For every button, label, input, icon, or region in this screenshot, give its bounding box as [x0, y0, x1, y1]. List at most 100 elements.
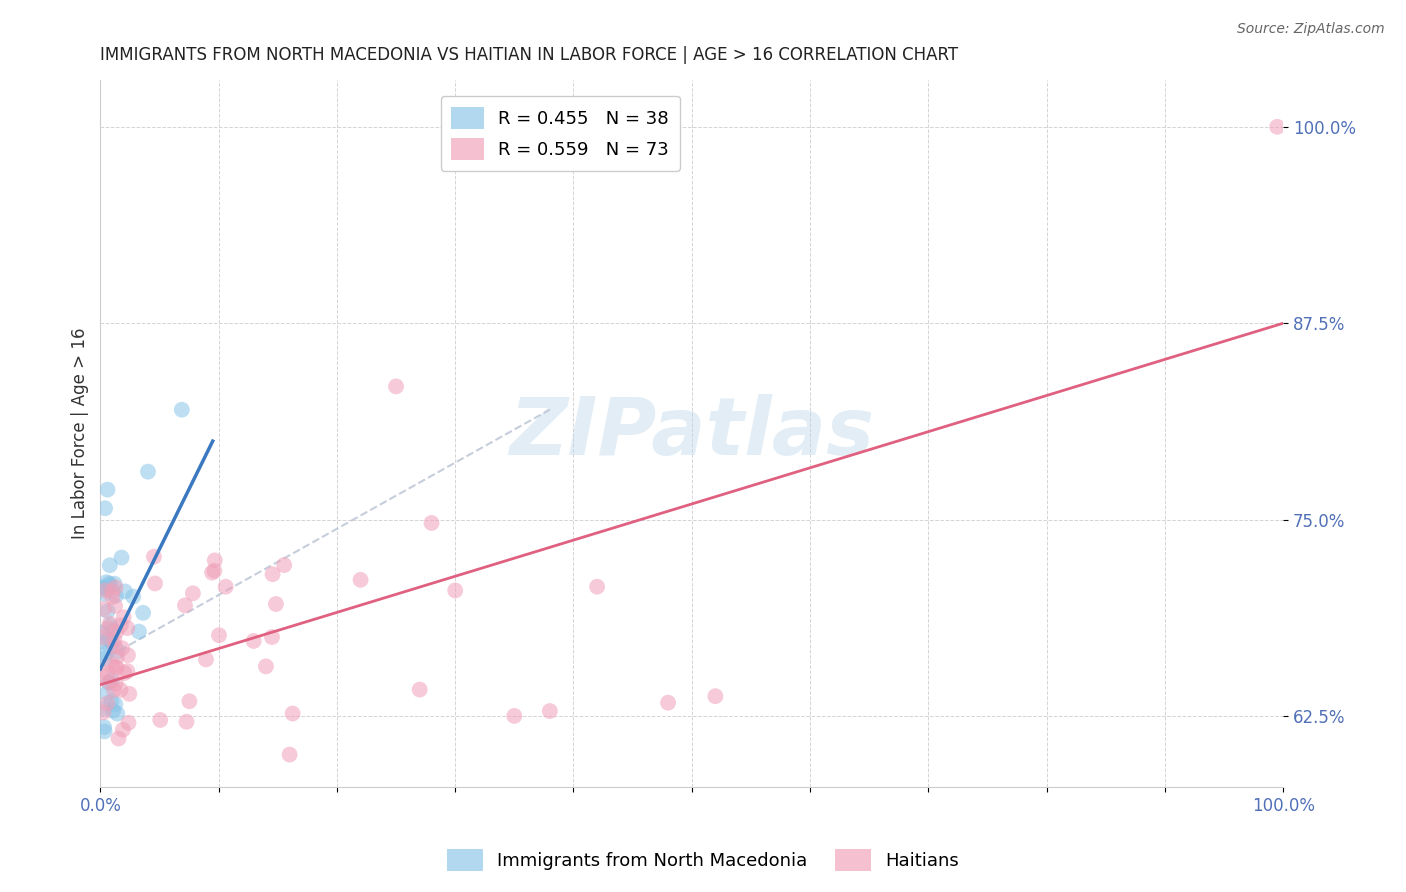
Point: [96, 575, 118, 590]
Point: [98, 578, 121, 592]
Point: [385, 379, 408, 393]
Point: [96, 646, 118, 660]
Point: [100, 673, 122, 688]
Point: [420, 516, 443, 530]
Legend: R = 0.455   N = 38, R = 0.559   N = 73: R = 0.455 N = 38, R = 0.559 N = 73: [440, 95, 681, 170]
Point: [93, 724, 115, 739]
Point: [136, 465, 159, 479]
Point: [538, 704, 561, 718]
Point: [260, 630, 283, 644]
Point: [254, 659, 277, 673]
Point: [93, 631, 115, 645]
Point: [91, 581, 114, 595]
Point: [117, 664, 139, 678]
Point: [94, 501, 117, 516]
Point: [262, 567, 284, 582]
Point: [107, 731, 129, 746]
Point: [128, 624, 150, 639]
Point: [105, 624, 128, 639]
Y-axis label: In Labor Force | Age > 16: In Labor Force | Age > 16: [72, 327, 89, 539]
Point: [201, 566, 224, 580]
Point: [107, 644, 129, 658]
Point: [94, 635, 117, 649]
Point: [110, 550, 132, 565]
Point: [96, 696, 118, 710]
Point: [264, 597, 287, 611]
Text: ZIPatlas: ZIPatlas: [509, 394, 875, 472]
Point: [94, 651, 117, 665]
Point: [143, 549, 166, 564]
Point: [503, 709, 526, 723]
Point: [118, 687, 141, 701]
Point: [273, 558, 295, 572]
Point: [104, 599, 127, 613]
Point: [103, 704, 125, 718]
Point: [98, 618, 121, 632]
Text: Source: ZipAtlas.com: Source: ZipAtlas.com: [1237, 22, 1385, 37]
Point: [349, 573, 371, 587]
Point: [97, 632, 120, 647]
Point: [202, 564, 225, 578]
Point: [104, 660, 127, 674]
Point: [112, 666, 135, 681]
Point: [104, 676, 127, 690]
Point: [104, 639, 127, 653]
Point: [132, 606, 155, 620]
Point: [112, 610, 135, 624]
Point: [94, 583, 117, 598]
Point: [181, 586, 204, 600]
Point: [105, 649, 128, 664]
Text: IMMIGRANTS FROM NORTH MACEDONIA VS HAITIAN IN LABOR FORCE | AGE > 16 CORRELATION: IMMIGRANTS FROM NORTH MACEDONIA VS HAITI…: [100, 46, 959, 64]
Point: [409, 682, 432, 697]
Point: [93, 706, 115, 720]
Point: [110, 618, 132, 632]
Point: [96, 483, 118, 497]
Point: [195, 652, 218, 666]
Point: [117, 648, 139, 663]
Point: [97, 675, 120, 690]
Point: [215, 580, 238, 594]
Point: [100, 635, 122, 649]
Point: [103, 576, 125, 591]
Point: [104, 581, 127, 595]
Point: [1265, 120, 1288, 134]
Point: [110, 682, 132, 697]
Point: [242, 634, 264, 648]
Point: [170, 402, 193, 417]
Point: [93, 701, 115, 715]
Point: [100, 694, 122, 708]
Point: [101, 584, 124, 599]
Point: [93, 587, 115, 601]
Point: [281, 706, 304, 721]
Point: [104, 589, 127, 603]
Point: [174, 599, 197, 613]
Point: [117, 621, 139, 635]
Point: [105, 706, 128, 721]
Point: [98, 674, 121, 689]
Point: [97, 622, 120, 636]
Point: [117, 715, 139, 730]
Point: [114, 584, 136, 599]
Point: [93, 720, 115, 734]
Point: [122, 590, 145, 604]
Point: [176, 714, 198, 729]
Point: [96, 687, 118, 701]
Point: [111, 723, 134, 737]
Point: [208, 628, 231, 642]
Point: [103, 623, 125, 637]
Point: [586, 580, 609, 594]
Point: [105, 661, 128, 675]
Point: [97, 666, 120, 681]
Point: [179, 694, 201, 708]
Point: [97, 604, 120, 618]
Point: [103, 683, 125, 698]
Point: [278, 747, 301, 762]
Point: [104, 697, 127, 711]
Point: [143, 576, 166, 591]
Point: [149, 713, 172, 727]
Point: [91, 669, 114, 683]
Point: [204, 553, 226, 567]
Point: [704, 690, 727, 704]
Point: [93, 581, 115, 595]
Point: [93, 602, 115, 616]
